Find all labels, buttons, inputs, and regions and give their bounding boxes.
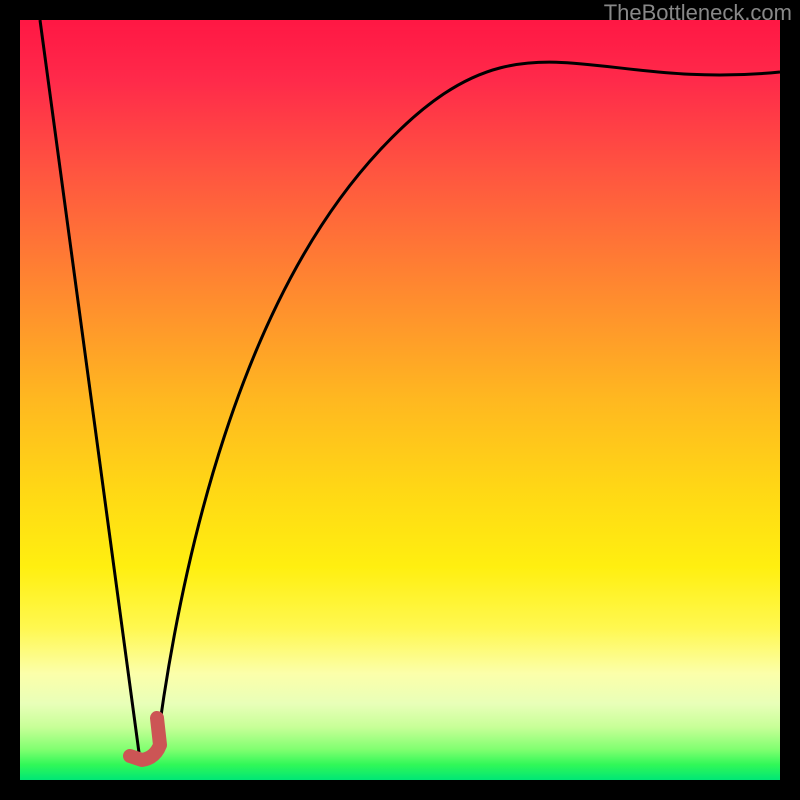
gradient-background [20, 20, 780, 780]
chart-svg [0, 0, 800, 800]
watermark-text: TheBottleneck.com [604, 0, 792, 26]
